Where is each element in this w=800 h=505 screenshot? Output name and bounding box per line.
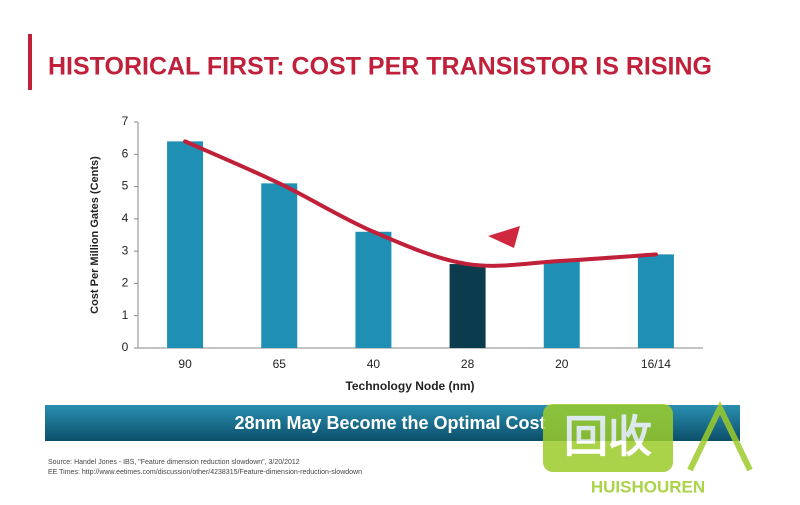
source-line: Source: Handel Jones - IBS, "Feature dim…	[48, 459, 300, 466]
x-axis-title: Technology Node (nm)	[345, 379, 474, 393]
bar	[167, 141, 204, 348]
bar	[543, 260, 580, 348]
watermark: 回收 HUISHOUREN	[543, 401, 753, 496]
watermark-badge	[543, 404, 673, 472]
y-tick-label: 1	[122, 308, 129, 322]
watermark-text: HUISHOUREN	[591, 477, 705, 496]
x-tick-label: 40	[367, 357, 381, 371]
y-tick-label: 2	[122, 276, 129, 290]
y-tick-label: 6	[122, 146, 129, 160]
x-tick-label: 28	[461, 357, 475, 371]
bar	[449, 264, 486, 348]
x-tick-label: 16/14	[641, 357, 671, 371]
y-axis-title: Cost Per Million Gates (Cents)	[89, 156, 101, 314]
source-line: EE Times: http://www.eetimes.com/discuss…	[48, 469, 362, 476]
bar	[261, 183, 298, 348]
x-tick-label: 65	[273, 357, 287, 371]
slide-title: HISTORICAL FIRST: COST PER TRANSISTOR IS…	[48, 53, 712, 81]
y-tick-label: 3	[122, 243, 129, 257]
bar	[637, 254, 674, 348]
banner-text: 28nm May Become the Optimal Cost	[234, 413, 545, 433]
x-tick-label: 20	[555, 357, 569, 371]
y-tick-label: 0	[122, 340, 129, 354]
title-accent	[28, 34, 32, 90]
y-tick-label: 7	[122, 114, 129, 128]
watermark-icon	[687, 401, 753, 472]
x-tick-label: 90	[178, 357, 192, 371]
y-tick-label: 4	[122, 211, 129, 225]
y-tick-label: 5	[122, 179, 129, 193]
bar	[355, 231, 392, 348]
decorative-arrow	[488, 226, 520, 248]
watermark-logo: 回收	[564, 413, 652, 462]
trend-line	[183, 139, 658, 268]
